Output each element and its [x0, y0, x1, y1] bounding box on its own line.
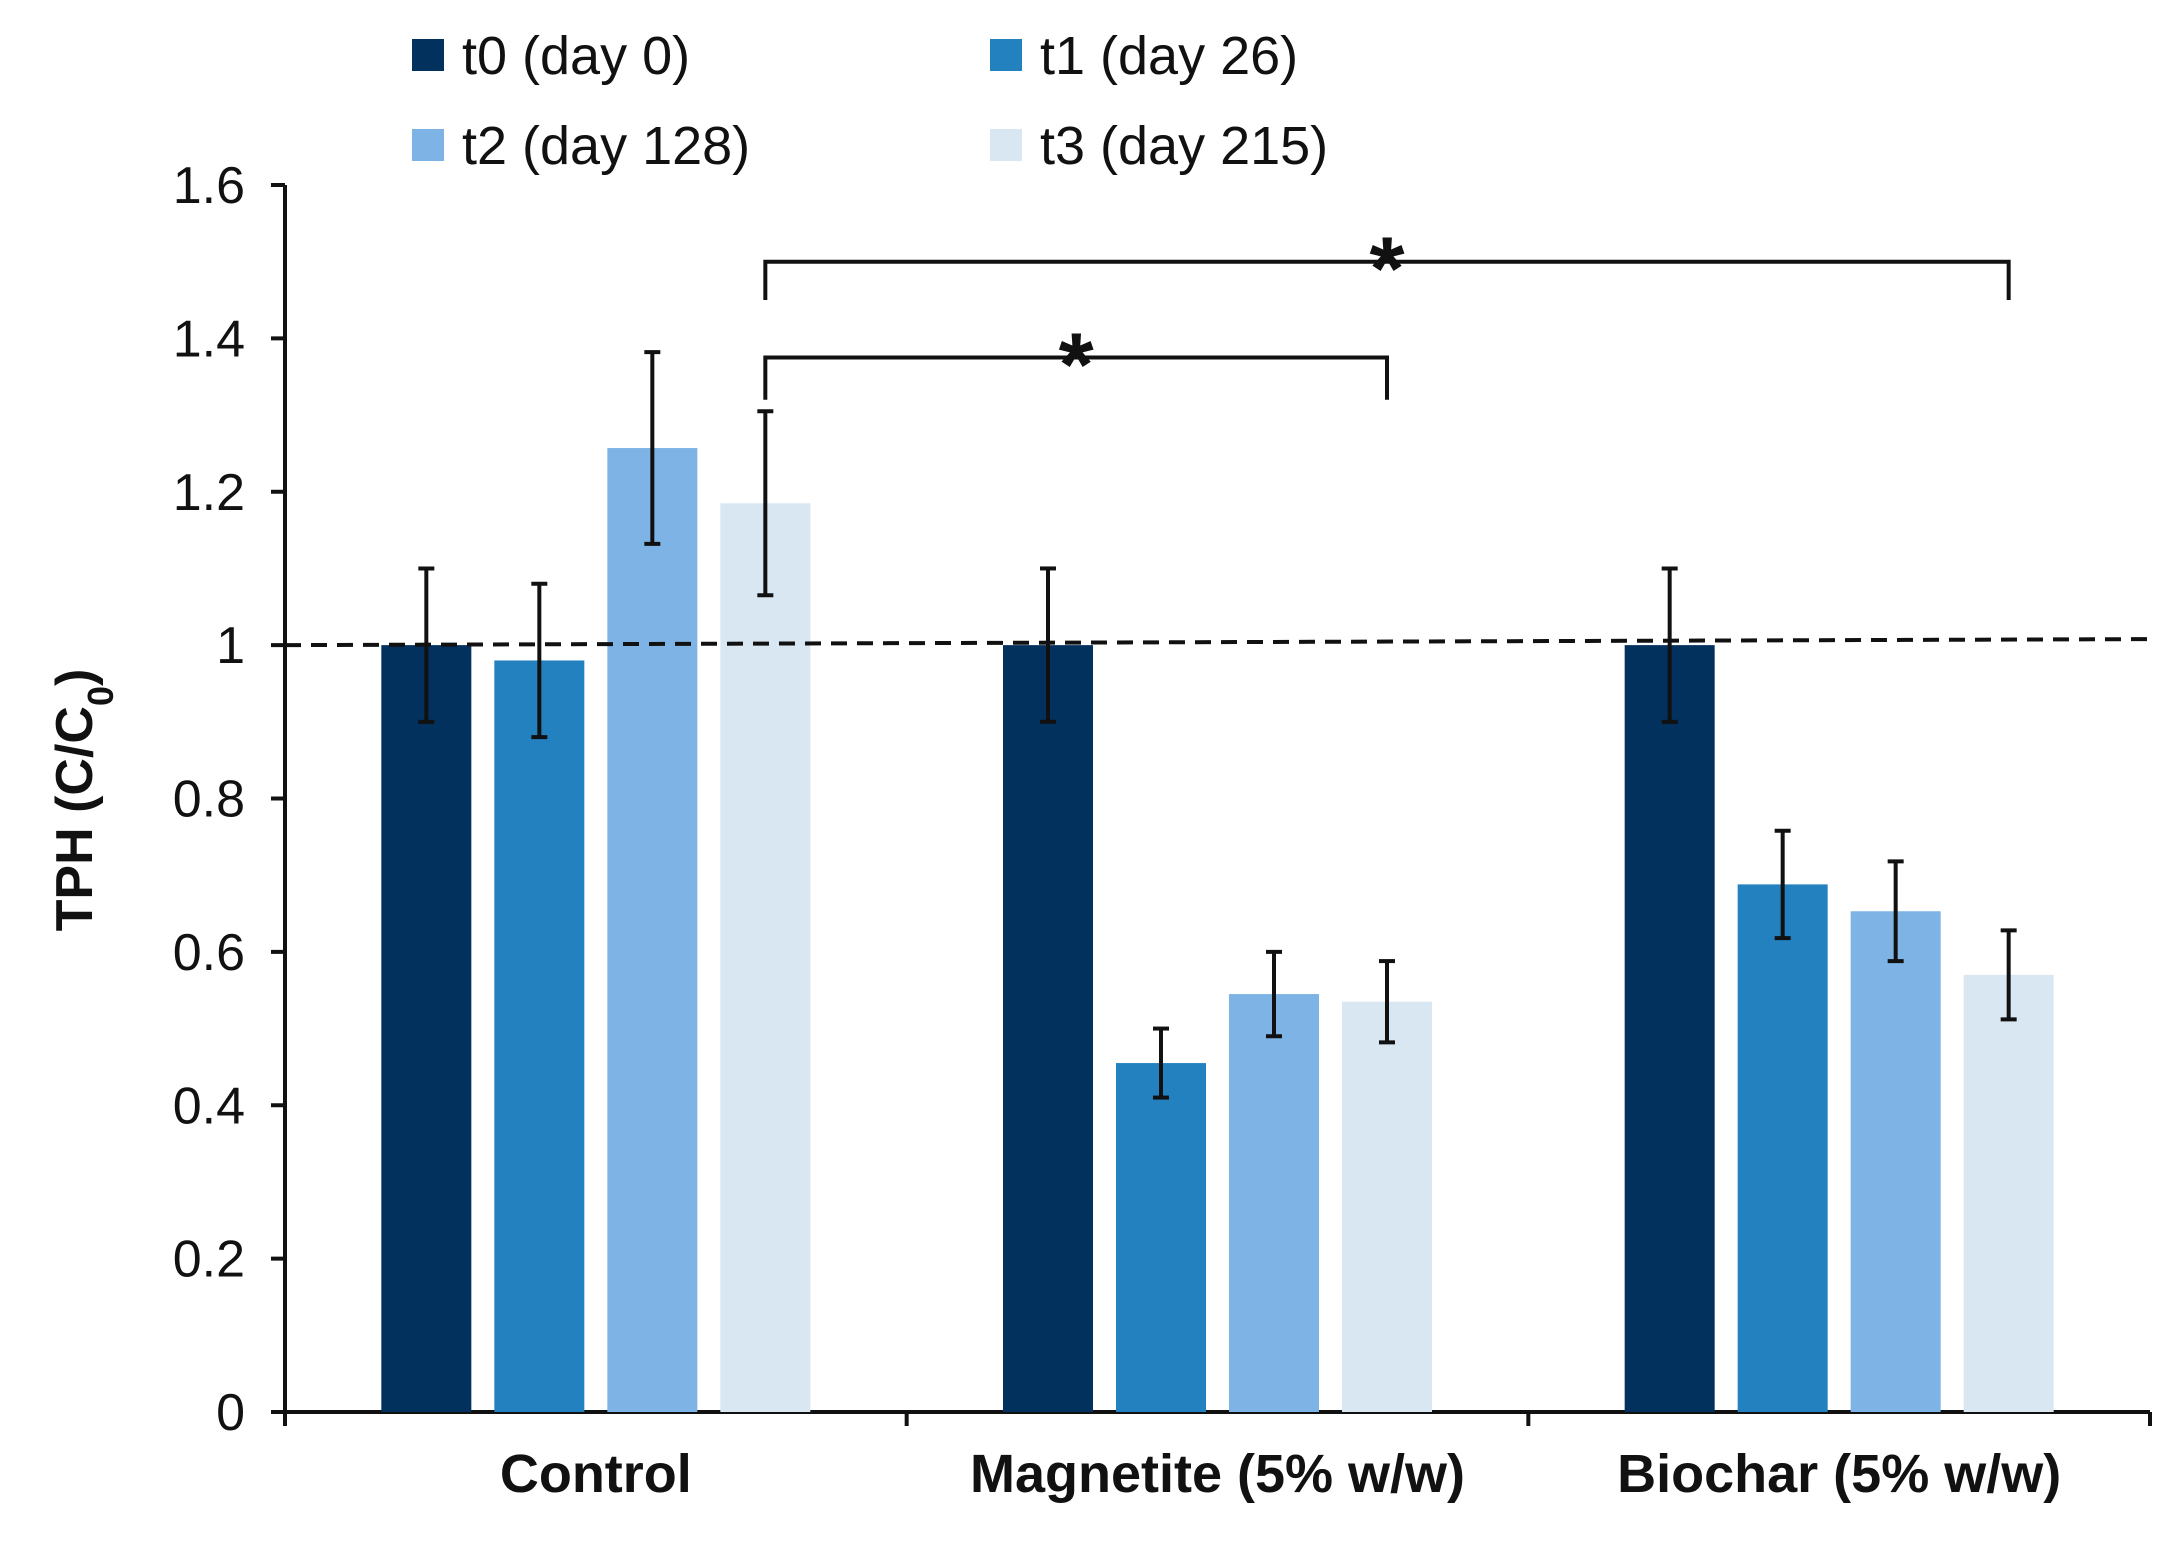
- bar: [720, 503, 811, 1412]
- significance-bracket: [763, 259, 2011, 301]
- y-tick-label: 0: [216, 1384, 245, 1442]
- significance-star: *: [1369, 220, 1404, 320]
- y-tick-label: 0.4: [173, 1077, 245, 1135]
- bar: [607, 448, 698, 1413]
- y-tick-label: 1.4: [173, 310, 245, 368]
- y-axis-label-subscript: 0: [80, 686, 121, 706]
- y-axis-label: TPH (C/C0): [46, 669, 121, 932]
- y-tick-label: 0.2: [173, 1231, 245, 1289]
- legend-swatch: [990, 129, 1022, 161]
- x-category-label: Biochar (5% w/w): [1617, 1444, 2061, 1504]
- bars: [381, 350, 2054, 1413]
- y-tick-label: 1.2: [173, 464, 245, 522]
- significance-brackets: **: [763, 220, 2011, 416]
- legend-label: t2 (day 128): [462, 116, 750, 176]
- bar: [494, 660, 585, 1412]
- legend-swatch: [412, 39, 444, 71]
- y-axis-label-main: TPH (C/C: [46, 706, 104, 931]
- bar: [1229, 994, 1319, 1412]
- legend: t0 (day 0) t1 (day 26) t2 (day 128) t3 (day…: [412, 26, 1328, 176]
- bar: [1342, 1001, 1432, 1412]
- bar: [1963, 974, 2054, 1412]
- x-axis: Control Magnetite (5% w/w) Biochar (5% w/w…: [283, 1410, 2152, 1504]
- reference-line: [284, 637, 2151, 648]
- legend-swatch: [990, 39, 1022, 71]
- y-tick-label: 1: [216, 617, 245, 675]
- significance-bracket: [763, 355, 1389, 400]
- x-category-label: Control: [500, 1444, 692, 1504]
- x-category-label: Magnetite (5% w/w): [970, 1444, 1465, 1504]
- legend-swatch: [412, 129, 444, 161]
- reference-dashed-line: [284, 637, 2151, 648]
- bar: [1003, 645, 1093, 1412]
- bar: [1624, 645, 1715, 1412]
- y-axis-label-suffix: ): [46, 669, 104, 686]
- y-tick-label: 0.8: [173, 771, 245, 829]
- y-tick-label: 0.6: [173, 924, 245, 982]
- legend-label: t0 (day 0): [462, 26, 690, 86]
- bar: [1850, 911, 1941, 1412]
- bar: [1116, 1063, 1206, 1412]
- significance-star: *: [1059, 316, 1094, 416]
- y-axis: 0 0.2 0.4 0.6 0.8 1 1.2 1.4 1.6: [173, 157, 287, 1442]
- bar: [381, 645, 472, 1412]
- y-tick-label: 1.6: [173, 157, 245, 215]
- legend-label: t3 (day 215): [1040, 116, 1328, 176]
- legend-label: t1 (day 26): [1040, 26, 1298, 86]
- bar: [1737, 884, 1828, 1412]
